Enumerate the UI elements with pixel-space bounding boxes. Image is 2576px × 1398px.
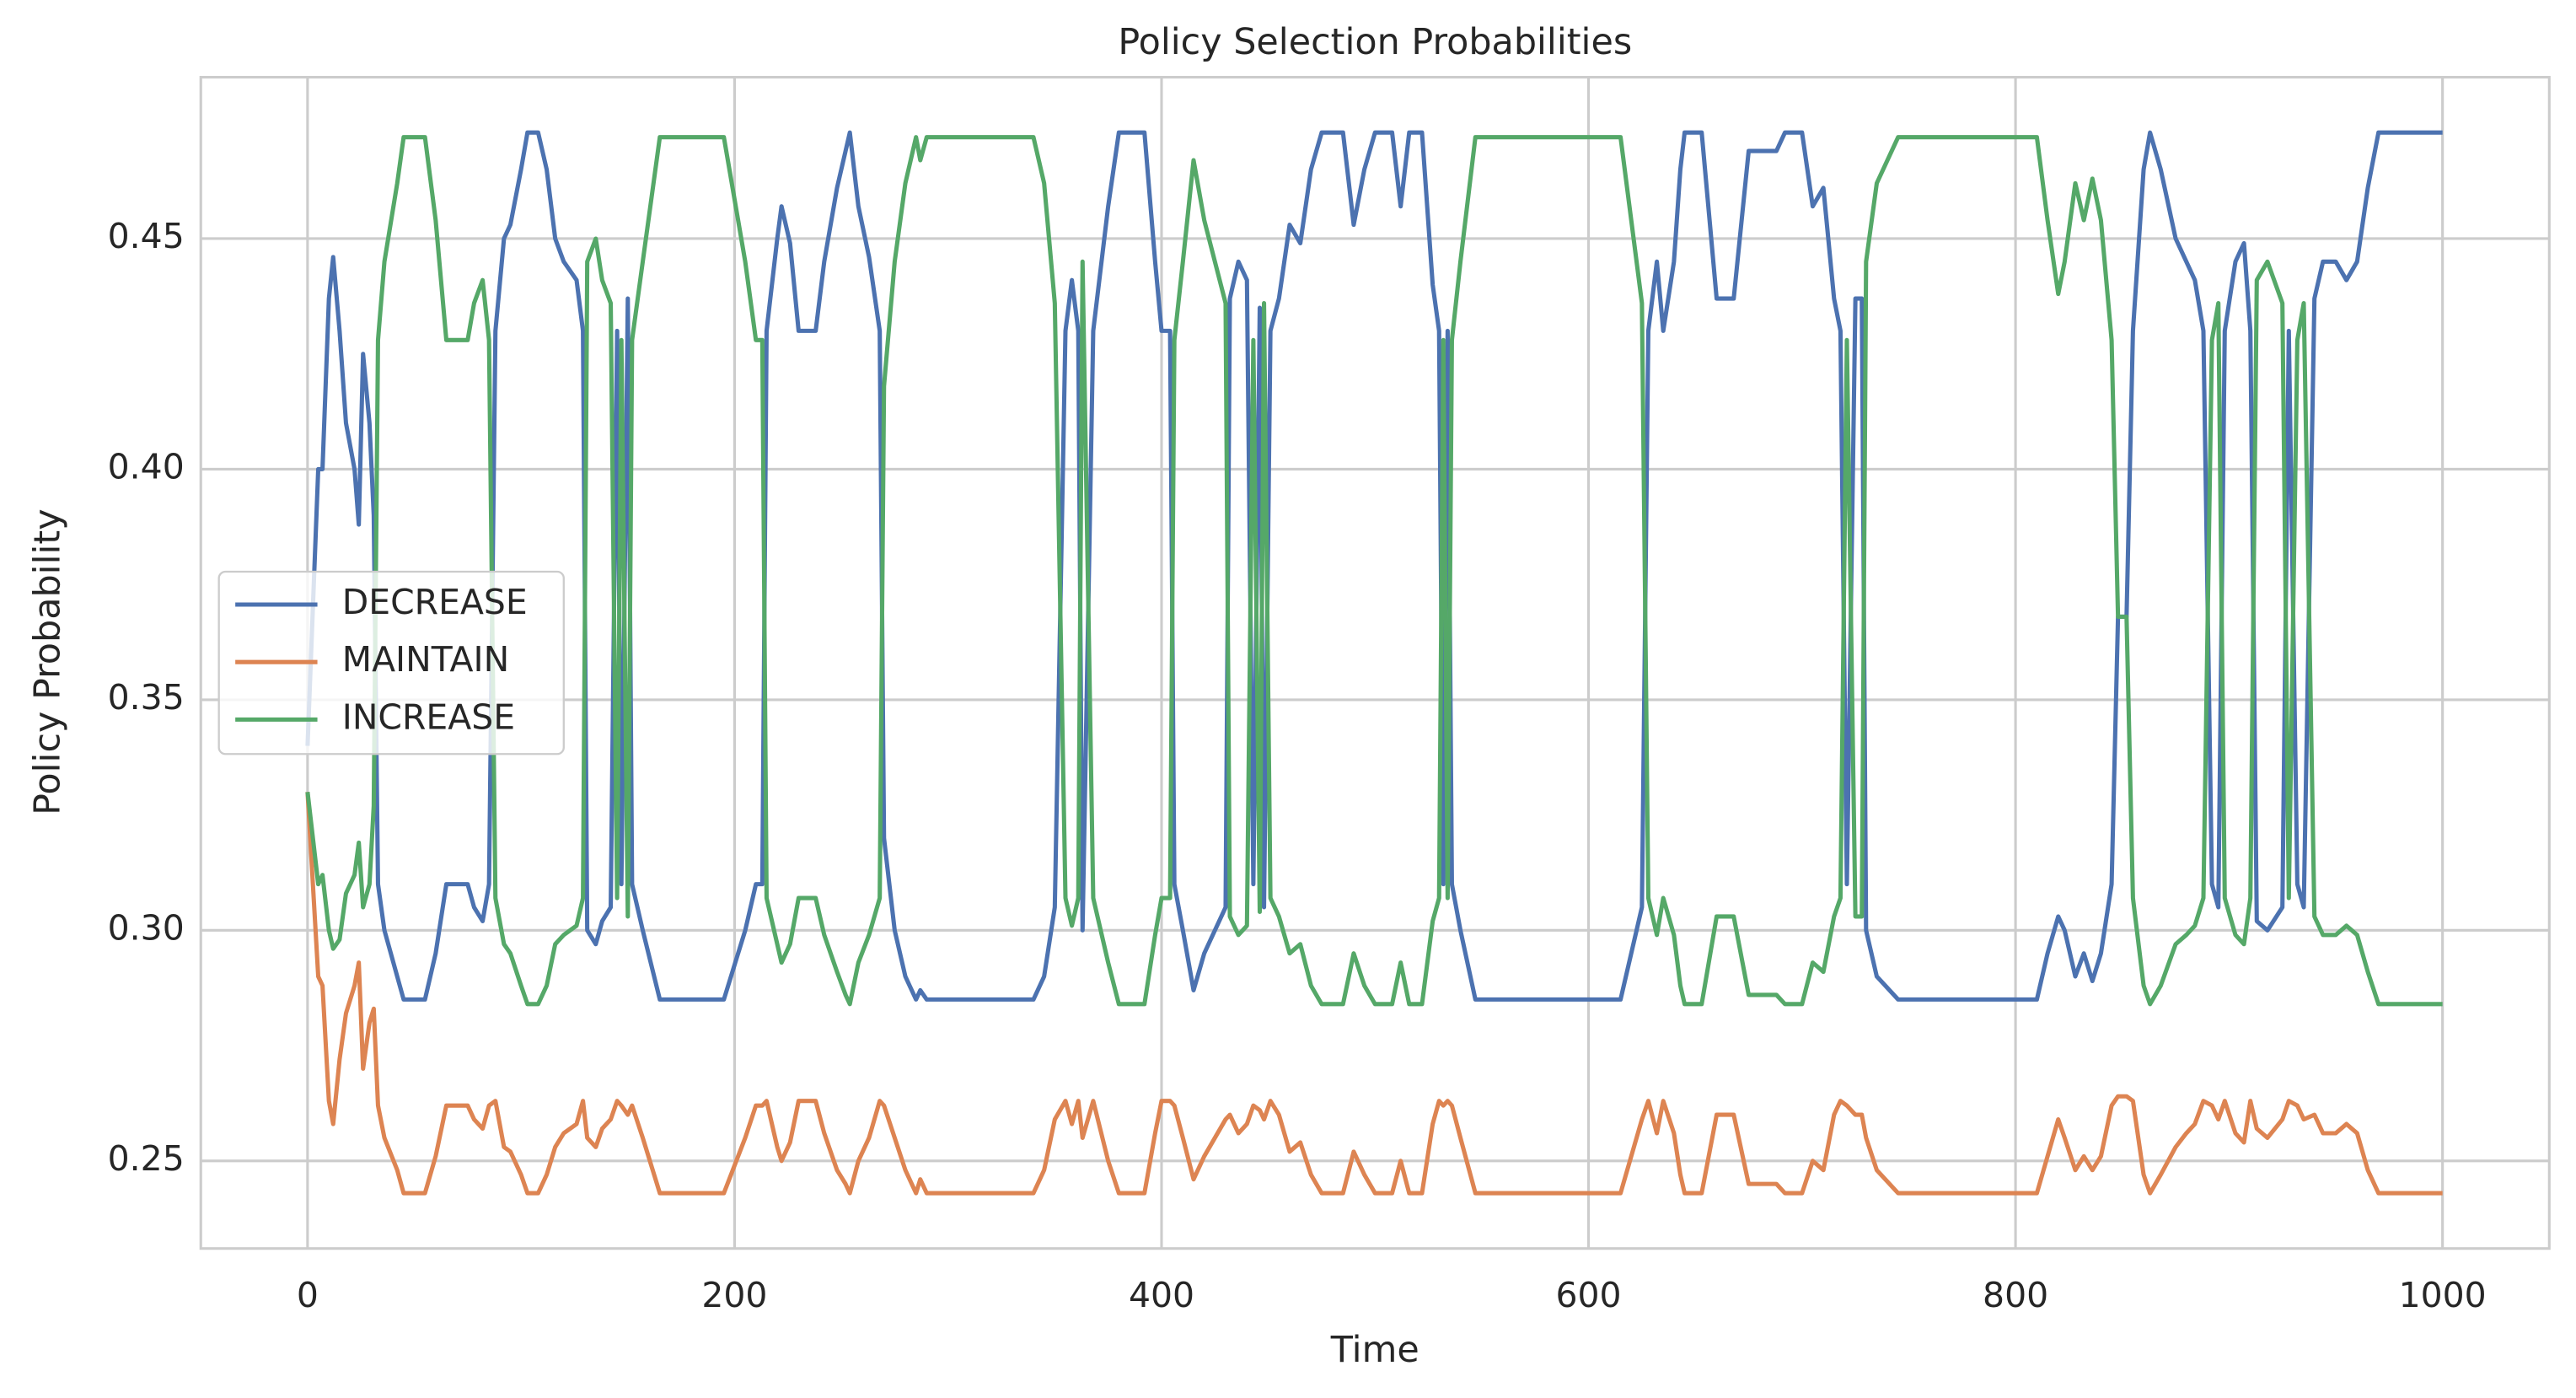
y-tick-label: 0.45: [108, 216, 185, 256]
x-axis-label: Time: [1330, 1329, 1419, 1371]
x-tick-label: 800: [1983, 1275, 2048, 1315]
y-tick-label: 0.30: [108, 907, 185, 948]
x-tick-label: 600: [1555, 1275, 1621, 1315]
series-line: [305, 135, 2443, 1007]
legend-box: [217, 570, 565, 755]
plot-frame: [199, 76, 2551, 1250]
series-line: [305, 130, 2443, 1002]
series-line: [305, 792, 2443, 1196]
x-tick-label: 400: [1129, 1275, 1194, 1315]
x-tick-label: 1000: [2399, 1275, 2487, 1315]
x-tick-label: 200: [701, 1275, 767, 1315]
legend-label: DECREASE: [342, 582, 528, 622]
grid: [201, 77, 2550, 1249]
chart-title: Policy Selection Probabilities: [1118, 21, 1632, 63]
legend-label: INCREASE: [342, 696, 515, 737]
x-tick-label: 0: [297, 1275, 319, 1315]
y-tick-label: 0.35: [108, 677, 185, 718]
legend: DECREASE MAINTAIN INCREASE: [217, 570, 565, 755]
legend-label: MAINTAIN: [342, 639, 509, 680]
ticks: 0 200 400 600 800 1000 0.25 0.30 0.35 0.40 0.45: [108, 216, 2487, 1315]
lines: [305, 130, 2443, 1196]
y-tick-label: 0.25: [108, 1138, 185, 1179]
y-tick-label: 0.40: [108, 446, 185, 487]
y-axis-label: Policy Probability: [26, 508, 68, 815]
